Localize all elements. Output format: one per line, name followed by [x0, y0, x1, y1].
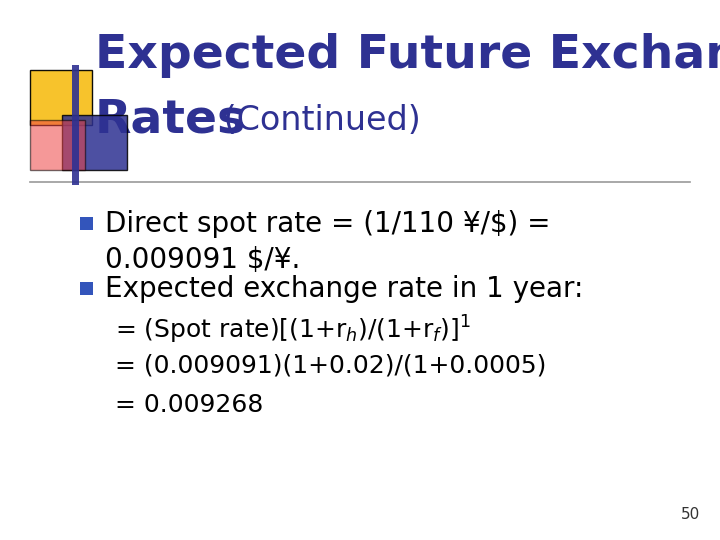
Text: 50: 50	[680, 507, 700, 522]
Text: (Continued): (Continued)	[213, 104, 420, 137]
Text: Expected Future Exchange: Expected Future Exchange	[95, 32, 720, 78]
FancyBboxPatch shape	[30, 120, 85, 170]
Text: = (0.009091)(1+0.02)/(1+0.0005): = (0.009091)(1+0.02)/(1+0.0005)	[115, 353, 546, 377]
Text: 0.009091 $/¥.: 0.009091 $/¥.	[105, 246, 300, 274]
Bar	[72, 65, 79, 185]
Text: = (Spot rate)[(1+r$_h$)/(1+r$_f$)]$^1$: = (Spot rate)[(1+r$_h$)/(1+r$_f$)]$^1$	[115, 314, 471, 346]
Text: Direct spot rate = (1/110 ¥/$) =: Direct spot rate = (1/110 ¥/$) =	[105, 210, 551, 238]
Text: Rates: Rates	[95, 98, 246, 143]
Text: = 0.009268: = 0.009268	[115, 393, 264, 417]
FancyBboxPatch shape	[62, 115, 127, 170]
Text: Expected exchange rate in 1 year:: Expected exchange rate in 1 year:	[105, 275, 583, 303]
Bar	[80, 282, 93, 295]
Bar	[80, 217, 93, 230]
FancyBboxPatch shape	[30, 70, 92, 125]
